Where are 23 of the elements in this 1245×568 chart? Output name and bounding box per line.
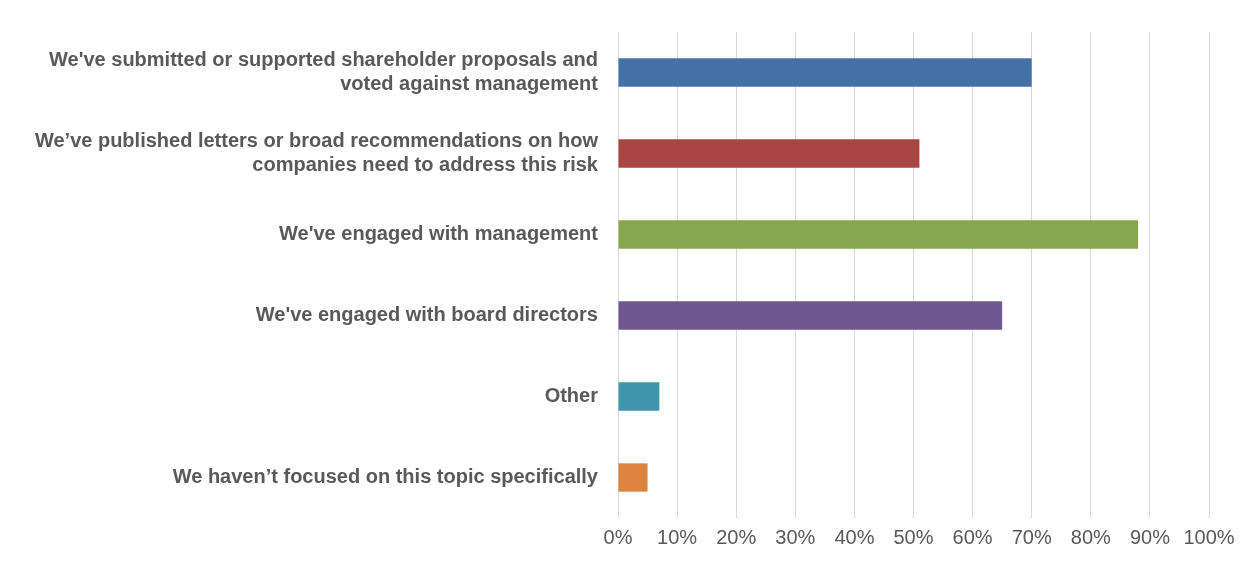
bar [618,220,1139,249]
x-tick-label: 80% [1070,525,1112,548]
x-tick-label: 10% [657,525,698,548]
x-tick-label: 50% [893,525,934,548]
x-tick-label: 20% [716,525,757,548]
y-tick-label: We've engaged with management [279,222,599,245]
bar [618,463,648,492]
x-tick-label: 70% [1011,525,1052,548]
bar [618,139,920,168]
y-tick-label: We’ve published letters or broad recommendations on how companies need to address this risk [34,129,599,176]
x-tick-label: 40% [834,525,875,548]
x-tick-label: 100% [1183,525,1235,548]
y-tick-label: We've engaged with board directors [255,303,598,326]
bar [618,382,660,411]
x-tick-label: 30% [775,525,816,548]
y-tick-label: We haven’t focused on this topic specifically [172,465,599,488]
bar [618,301,1003,330]
y-tick-label: Other [544,384,599,407]
bar [618,58,1032,87]
x-tick-label: 0% [603,525,633,548]
x-tick-label: 60% [952,525,993,548]
y-tick-label: We've submitted or supported shareholder proposals and voted against management [49,48,599,95]
x-tick-label: 90% [1129,525,1171,548]
